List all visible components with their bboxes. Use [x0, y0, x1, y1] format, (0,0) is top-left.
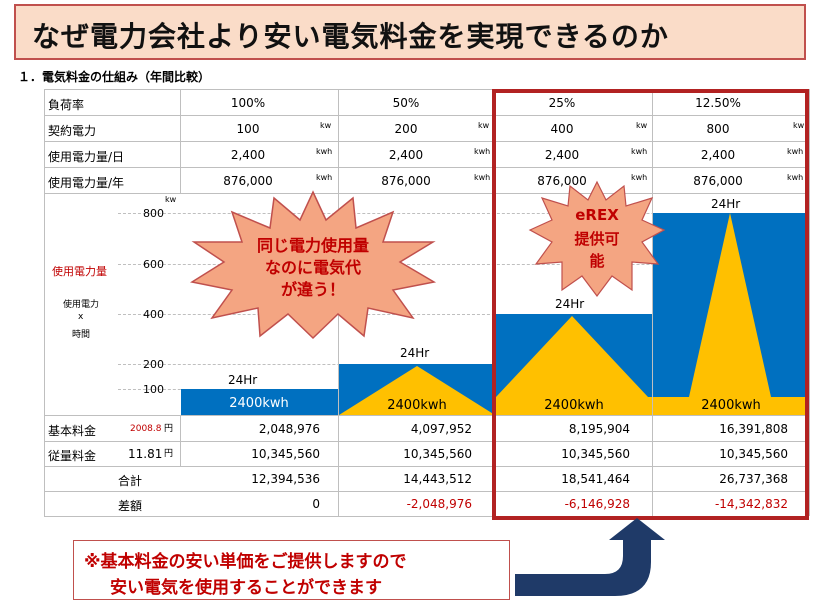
- hr-label-2: 24Hr: [400, 346, 430, 360]
- chart-label-power: 使用電力: [63, 300, 100, 310]
- diff-4: -14,342,832: [714, 497, 788, 511]
- annual-unit-4: kwh: [787, 173, 804, 182]
- daily-1: 2,400: [230, 148, 266, 162]
- total-3: 18,541,464: [561, 472, 630, 486]
- hr-label-4: 24Hr: [711, 197, 741, 211]
- label-base-fee: 基本料金: [48, 424, 97, 438]
- load-factor-2: 50%: [392, 96, 420, 110]
- contract-unit-1: kw: [320, 121, 332, 130]
- usage-fee-3: 10,345,560: [561, 447, 630, 461]
- load-factor-3: 25%: [548, 96, 576, 110]
- annual-unit-2: kwh: [474, 173, 491, 182]
- y-tick-400: 400: [143, 308, 164, 321]
- diff-3: -6,146,928: [564, 497, 630, 511]
- usage-block-1: [181, 389, 338, 415]
- load-factor-4: 12.50%: [695, 96, 741, 110]
- section-subtitle: １．電気料金の仕組み（年間比較）: [18, 70, 211, 84]
- annual-1: 876,000: [223, 174, 273, 188]
- label-diff: 差額: [118, 499, 143, 513]
- erex-line-2: 提供可: [574, 230, 620, 248]
- daily-unit-3: kwh: [631, 147, 648, 156]
- arrow-icon: [515, 518, 665, 596]
- peak-base-4: [653, 397, 809, 415]
- y-axis-unit: kw: [165, 195, 177, 204]
- contract-unit-3: kw: [636, 121, 648, 130]
- kwh-label-1: 2400kwh: [229, 396, 289, 411]
- base-fee-3: 8,195,904: [568, 422, 630, 436]
- chart-label-usage: 使用電力量: [52, 265, 107, 278]
- annual-2: 876,000: [381, 174, 431, 188]
- contract-4: 800: [706, 122, 730, 136]
- contract-unit-2: kw: [478, 121, 490, 130]
- y-tick-200: 200: [143, 358, 164, 371]
- kwh-label-2: 2400kwh: [387, 398, 447, 413]
- peak-triangle-4: [689, 213, 771, 397]
- usage-fee-rate: 11.81: [128, 447, 163, 461]
- title-banner: なぜ電力会社より安い電気料金を実現できるのか: [14, 4, 806, 60]
- hr-label-1: 24Hr: [228, 373, 258, 387]
- diff-2: -2,048,976: [406, 497, 472, 511]
- total-2: 14,443,512: [403, 472, 472, 486]
- burst-line-2: なのに電気代: [264, 258, 361, 277]
- label-total: 合計: [118, 474, 143, 488]
- annual-4: 876,000: [693, 174, 743, 188]
- erex-line-3: 能: [589, 252, 605, 270]
- erex-highlight-frame: [492, 89, 809, 520]
- base-fee-4: 16,391,808: [719, 422, 788, 436]
- peak-base-3: [496, 397, 652, 415]
- usage-fee-unit: 円: [164, 449, 174, 459]
- erex-burst: [528, 180, 666, 297]
- daily-unit-4: kwh: [787, 147, 804, 156]
- daily-unit-1: kwh: [316, 147, 333, 156]
- note-line-1: ※基本料金の安い単価をご提供しますので: [84, 552, 407, 572]
- usage-fee-4: 10,345,560: [719, 447, 788, 461]
- annual-3: 876,000: [537, 174, 587, 188]
- peak-triangle-3: [496, 316, 648, 397]
- burst-line-3: が違う！: [280, 280, 345, 299]
- usage-fee-2: 10,345,560: [403, 447, 472, 461]
- label-usage-fee: 従量料金: [48, 449, 97, 463]
- label-daily: 使用電力量/日: [48, 150, 125, 164]
- y-tick-100: 100: [143, 383, 164, 396]
- total-1: 12,394,536: [251, 472, 320, 486]
- daily-3: 2,400: [544, 148, 580, 162]
- label-contract: 契約電力: [48, 124, 97, 138]
- erex-line-1: eREX: [575, 206, 619, 224]
- kwh-label-3: 2400kwh: [544, 398, 604, 413]
- usage-fee-1: 10,345,560: [251, 447, 320, 461]
- hr-label-3: 24Hr: [555, 297, 585, 311]
- base-fee-1: 2,048,976: [258, 422, 320, 436]
- note-line-2: 安い電気を使用することができます: [110, 578, 382, 598]
- annual-unit-1: kwh: [316, 173, 333, 182]
- base-fee-rate: 2008.8: [130, 424, 162, 434]
- diff-1: 0: [312, 497, 320, 511]
- daily-4: 2,400: [700, 148, 736, 162]
- kwh-label-4: 2400kwh: [701, 398, 761, 413]
- contract-2: 200: [394, 122, 418, 136]
- daily-2: 2,400: [388, 148, 424, 162]
- chart-label-time: 時間: [72, 330, 91, 340]
- label-annual: 使用電力量/年: [48, 176, 125, 190]
- note-box: ※基本料金の安い単価をご提供しますので 安い電気を使用することができます: [73, 540, 510, 600]
- total-4: 26,737,368: [719, 472, 788, 486]
- y-tick-600: 600: [143, 258, 164, 271]
- y-tick-800: 800: [143, 207, 164, 220]
- label-load-factor: 負荷率: [48, 98, 85, 112]
- burst-line-1: 同じ電力使用量: [256, 236, 369, 255]
- starburst-callout: [190, 190, 437, 340]
- contract-3: 400: [550, 122, 574, 136]
- load-factor-1: 100%: [230, 96, 266, 110]
- peak-triangle-2: [339, 366, 495, 415]
- daily-unit-2: kwh: [474, 147, 491, 156]
- base-fee-unit: 円: [164, 424, 174, 434]
- contract-unit-4: kw: [793, 121, 805, 130]
- page-title: なぜ電力会社より安い電気料金を実現できるのか: [32, 20, 669, 53]
- base-fee-2: 4,097,952: [410, 422, 472, 436]
- annual-unit-3: kwh: [631, 173, 648, 182]
- contract-1: 100: [236, 122, 260, 136]
- chart-label-x: x: [78, 312, 84, 322]
